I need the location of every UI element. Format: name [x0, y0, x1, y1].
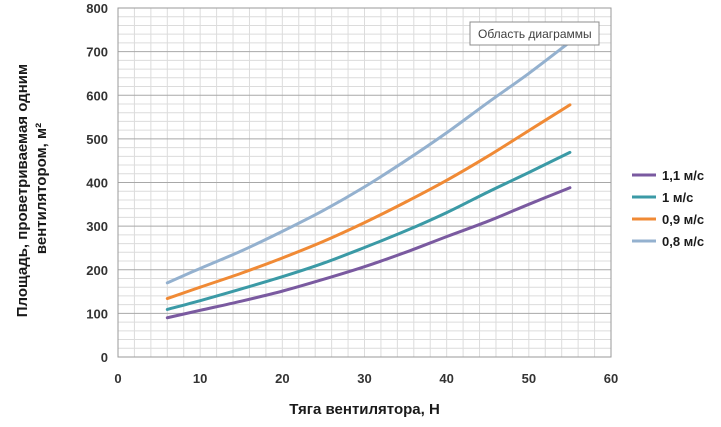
- y-axis-title-line-2: вентилятором, м²: [33, 123, 50, 254]
- x-axis-tick-labels: 0 10 20 30 40 50 60: [114, 371, 618, 386]
- y-tick-label: 600: [86, 88, 108, 103]
- y-axis-title: Площадь, проветриваемая одним вентилятор…: [14, 60, 50, 318]
- series-line: [165, 150, 572, 311]
- y-tick-label: 500: [86, 132, 108, 147]
- y-tick-label: 100: [86, 306, 108, 321]
- x-tick-label: 40: [439, 371, 453, 386]
- tooltip-box: [469, 21, 600, 46]
- x-tick-label: 30: [357, 371, 371, 386]
- legend-label: 0,8 м/с: [662, 234, 704, 249]
- plot-area: [117, 7, 612, 358]
- y-tick-label: 700: [86, 45, 108, 60]
- legend: 1,1 м/с 1 м/с 0,9 м/с 0,8 м/с: [632, 168, 704, 249]
- chart-area-tooltip: Область диаграммы: [469, 21, 600, 46]
- y-tick-label: 400: [86, 176, 108, 191]
- legend-label: 1,1 м/с: [662, 168, 704, 183]
- series-lines: [165, 40, 572, 320]
- plot-border: [117, 7, 612, 358]
- y-axis-title-line-1: Площадь, проветриваемая одним: [14, 64, 31, 317]
- y-tick-label: 300: [86, 219, 108, 234]
- y-tick-label: 0: [101, 350, 108, 365]
- series-line: [165, 40, 572, 285]
- x-tick-label: 20: [275, 371, 289, 386]
- y-axis-tick-labels: 0 100 200 300 400 500 600 700 800: [86, 1, 108, 365]
- legend-label: 0,9 м/с: [662, 212, 704, 227]
- minor-horizontal-gridlines: [118, 16, 611, 349]
- series-line: [165, 186, 572, 320]
- x-axis-title: Тяга вентилятора, Н: [289, 401, 440, 418]
- y-tick-label: 800: [86, 1, 108, 16]
- major-horizontal-gridlines: [118, 51, 611, 314]
- x-tick-label: 10: [193, 371, 207, 386]
- x-tick-label: 50: [522, 371, 536, 386]
- tooltip-label: Область диаграммы: [478, 27, 592, 41]
- x-tick-label: 0: [114, 371, 121, 386]
- y-tick-label: 200: [86, 263, 108, 278]
- x-tick-label: 60: [604, 371, 618, 386]
- series-line: [165, 103, 572, 301]
- legend-label: 1 м/с: [662, 190, 693, 205]
